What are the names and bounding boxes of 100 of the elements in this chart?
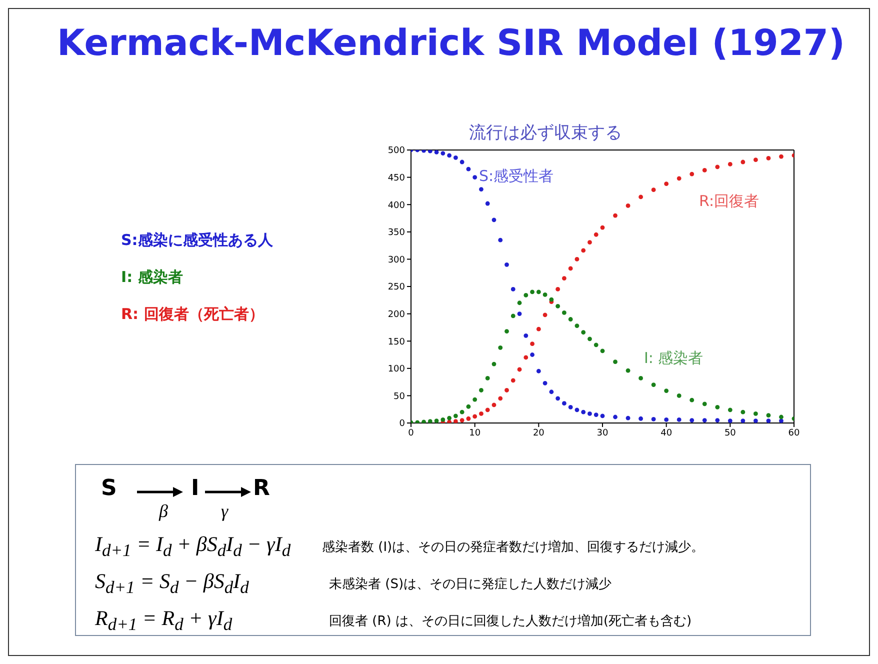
point (728, 408, 732, 412)
point (492, 402, 496, 408)
point (447, 420, 452, 423)
point (581, 248, 586, 253)
point (740, 160, 746, 164)
y-tick-label: 100 (388, 364, 406, 375)
point (676, 176, 682, 181)
point (651, 382, 656, 387)
point (434, 418, 439, 423)
point (504, 262, 509, 267)
point (638, 376, 643, 380)
point (472, 414, 478, 419)
point (517, 300, 522, 306)
y-tick-label: 0 (399, 419, 406, 430)
point (568, 317, 573, 322)
point (568, 404, 573, 410)
point (626, 416, 630, 420)
point (460, 160, 464, 164)
text: R (253, 476, 270, 501)
point (594, 232, 598, 237)
text: I$_{d+1}$ = I$_{d}$ + βS$_{d}$I$_{d}$ − γI$_{d}$ (95, 532, 291, 560)
point (626, 203, 630, 208)
point (702, 168, 707, 172)
point (581, 330, 586, 335)
point (690, 398, 694, 402)
point (766, 413, 771, 418)
y-tick-label: 400 (388, 200, 406, 211)
point (779, 414, 784, 420)
point (498, 396, 503, 401)
point (479, 388, 484, 392)
point (549, 390, 554, 394)
point (690, 172, 694, 176)
point (613, 414, 618, 420)
point (779, 154, 784, 159)
point (690, 418, 694, 422)
point (754, 412, 758, 416)
text: S (101, 476, 117, 501)
point (536, 368, 541, 374)
point (754, 158, 758, 162)
point (574, 324, 580, 328)
point (466, 166, 471, 172)
point (676, 394, 682, 398)
series-label: I: 感染者 (644, 349, 704, 368)
point (504, 329, 509, 334)
point (638, 416, 643, 421)
point (498, 345, 503, 350)
point (498, 238, 503, 242)
point (740, 418, 746, 423)
point (581, 410, 586, 414)
point (568, 266, 573, 271)
point (715, 418, 720, 422)
point (556, 304, 560, 308)
point (664, 418, 669, 422)
point (460, 418, 464, 422)
chart-title: Kermack-McKendrick SIR Model (1927) (57, 23, 845, 64)
point (530, 352, 534, 357)
point (779, 418, 784, 423)
point (510, 378, 516, 383)
point (600, 348, 605, 354)
point (664, 388, 669, 393)
point (466, 404, 471, 409)
x-tick-label: 30 (596, 428, 608, 438)
point (485, 408, 490, 412)
point (651, 416, 656, 422)
text: I: 感染者 (121, 268, 183, 287)
point (517, 312, 522, 316)
point (510, 287, 516, 292)
point (492, 362, 496, 366)
point (664, 182, 669, 186)
point (485, 376, 490, 380)
text: R$_{d+1}$ = R$_{d}$ + γI$_{d}$ (95, 606, 232, 636)
point (517, 367, 522, 372)
point (594, 342, 598, 348)
point (428, 150, 432, 154)
point (536, 290, 541, 294)
point (588, 336, 592, 342)
x-tick-label: 20 (532, 428, 545, 438)
point (594, 412, 598, 418)
text: S:感染に感受性ある人 (121, 231, 273, 250)
point (524, 333, 528, 338)
point (702, 418, 707, 422)
x-tick-label: 60 (788, 428, 800, 438)
point (754, 418, 758, 423)
point (600, 225, 605, 230)
point (472, 397, 478, 402)
series-label: S:感受性者 (479, 167, 554, 186)
point (562, 401, 566, 406)
series-label: R:回復者 (699, 192, 760, 211)
y-tick-label: 450 (388, 173, 406, 184)
point (440, 418, 446, 422)
point (524, 293, 528, 298)
y-tick-label: 50 (394, 392, 406, 402)
point (536, 326, 541, 332)
point (651, 188, 656, 192)
point (549, 297, 554, 302)
point (715, 404, 720, 410)
point (600, 414, 605, 418)
point (428, 419, 432, 423)
point (510, 314, 516, 318)
point (702, 402, 707, 406)
